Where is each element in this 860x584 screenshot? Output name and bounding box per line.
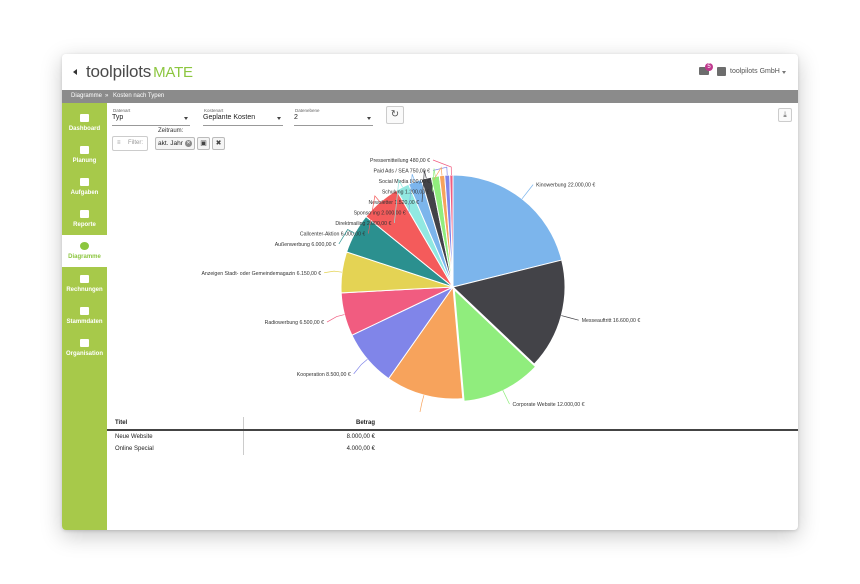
table-row[interactable]: Online Special 4.000,00 € xyxy=(107,443,798,455)
sidebar-item-reporte[interactable]: Reporte xyxy=(62,203,107,235)
table-row[interactable]: Neue Website 8.000,00 € xyxy=(107,431,798,443)
app-window: toolpilots MATE 5 toolpilots GmbH Diagram… xyxy=(62,54,798,530)
back-arrow-icon[interactable] xyxy=(73,69,77,75)
slice-label: Callcenter-Aktion 6.000,00 € xyxy=(300,232,366,238)
slice-label: Kooperation 8.500,00 € xyxy=(297,372,351,378)
label-connector xyxy=(353,359,368,375)
slice-label: Schulung 1.200,00 € xyxy=(382,190,430,196)
chevron-down-icon xyxy=(367,117,371,120)
datenebene-select[interactable]: 2 xyxy=(294,112,373,126)
label-connector xyxy=(326,314,345,323)
top-bar: toolpilots MATE 5 toolpilots GmbH xyxy=(62,54,798,90)
pie-slice[interactable] xyxy=(452,174,563,288)
mail-count-badge: 5 xyxy=(705,63,713,71)
slice-label: Direktmailing 2.000,00 € xyxy=(335,221,391,227)
slice-label: Newsletter 1.520,00 € xyxy=(369,200,420,206)
breadcrumb: Diagramme » Kosten nach Typen xyxy=(62,90,798,103)
label-connector xyxy=(419,395,425,412)
pie-slice[interactable] xyxy=(451,259,566,365)
label-connector xyxy=(432,159,452,176)
trash-icon: ✖ xyxy=(215,140,222,147)
label-connector xyxy=(432,166,443,182)
slice-label: Messeauftritt 16.600,00 € xyxy=(582,318,641,324)
slice-label: Anzeigen Stadt- oder Gemeindemagazin 6.1… xyxy=(201,271,321,277)
invoice-icon xyxy=(80,275,89,283)
label-connector xyxy=(421,170,427,203)
download-icon: ⤓ xyxy=(783,110,787,119)
pie-chart: Kinowerbung 22.000,00 € Messeauftritt 16.… xyxy=(201,158,641,412)
company-name[interactable]: toolpilots GmbH xyxy=(730,68,780,75)
label-connector xyxy=(367,195,381,234)
breadcrumb-current: Kosten nach Typen xyxy=(113,93,165,99)
report-icon xyxy=(80,210,89,218)
datenart-label: Datenart xyxy=(113,108,131,113)
home-icon xyxy=(80,114,89,122)
slice-label: Paid Ads / SEA 750,00 € xyxy=(373,169,430,175)
label-connector xyxy=(394,178,403,224)
label-connector xyxy=(432,168,436,192)
chevron-down-icon[interactable] xyxy=(782,71,786,74)
tasks-icon xyxy=(80,178,89,186)
chevron-down-icon xyxy=(277,117,281,120)
sidebar-item-planung[interactable]: Planung xyxy=(62,139,107,171)
refresh-icon: ↻ xyxy=(390,109,400,120)
chevron-down-icon xyxy=(184,117,188,120)
label-connector xyxy=(521,184,534,200)
datenart-select[interactable]: Typ xyxy=(112,112,190,126)
slice-label: Außenwerbung 6.000,00 € xyxy=(275,242,336,248)
pie-slice[interactable] xyxy=(449,174,454,288)
slice-label: Social Media 800,00 € xyxy=(379,179,430,185)
app-logo: toolpilots MATE xyxy=(86,62,193,81)
sidebar-item-organisation[interactable]: Organisation xyxy=(62,332,107,364)
save-icon: ▣ xyxy=(200,140,207,147)
slice-label: Pressemitteilung 480,00 € xyxy=(370,158,430,164)
label-connector xyxy=(501,387,510,405)
kostenart-label: Kostenart xyxy=(204,108,224,113)
master-data-icon xyxy=(80,307,89,315)
pie-chart-icon xyxy=(80,242,89,250)
mail-icon[interactable] xyxy=(699,67,709,75)
pie-slice[interactable] xyxy=(387,285,464,400)
breadcrumb-separator: » xyxy=(105,93,109,99)
filter-icon: ≡ xyxy=(117,140,121,146)
label-connector xyxy=(338,229,355,245)
header-titel[interactable]: Titel xyxy=(115,420,128,426)
slice-label: Radiowerbung 6.500,00 € xyxy=(265,320,325,326)
label-connector xyxy=(324,270,343,274)
datenebene-label: Datenebene xyxy=(295,108,320,113)
filter-input[interactable]: ≡ Filter: xyxy=(112,136,148,151)
breadcrumb-root[interactable]: Diagramme xyxy=(71,93,103,99)
label-connector xyxy=(408,174,416,213)
label-connector xyxy=(432,166,448,176)
header-betrag[interactable]: Betrag xyxy=(355,420,375,426)
planning-icon xyxy=(80,146,89,154)
slice-label: Kinowerbung 22.000,00 € xyxy=(536,183,595,189)
sidebar: Dashboard Planung Aufgaben Reporte Diagr… xyxy=(62,103,107,530)
zeitraum-chip[interactable]: akt. Jahr ✕ xyxy=(155,137,195,150)
kostenart-select[interactable]: Geplante Kosten xyxy=(203,112,283,126)
label-connector xyxy=(561,315,579,321)
remove-chip-icon[interactable]: ✕ xyxy=(184,140,192,147)
sidebar-item-dashboard[interactable]: Dashboard xyxy=(62,107,107,139)
delete-button[interactable]: ✖ xyxy=(212,137,225,150)
save-button[interactable]: ▣ xyxy=(197,137,210,150)
sidebar-item-stammdaten[interactable]: Stammdaten xyxy=(62,300,107,332)
slice-label: Sponsoring 2.000,00 € xyxy=(354,211,406,217)
organisation-icon xyxy=(80,339,89,347)
sidebar-item-rechnungen[interactable]: Rechnungen xyxy=(62,268,107,300)
user-icon[interactable] xyxy=(717,67,726,76)
slice-label: Corporate Website 12.000,00 € xyxy=(513,402,585,408)
sidebar-item-diagramme[interactable]: Diagramme xyxy=(62,235,107,267)
zeitraum-label: Zeitraum: xyxy=(158,128,184,134)
sidebar-item-aufgaben[interactable]: Aufgaben xyxy=(62,171,107,203)
refresh-button[interactable]: ↻ xyxy=(386,106,404,124)
download-button[interactable]: ⤓ xyxy=(778,108,792,122)
table-header: Titel Betrag xyxy=(107,417,798,431)
